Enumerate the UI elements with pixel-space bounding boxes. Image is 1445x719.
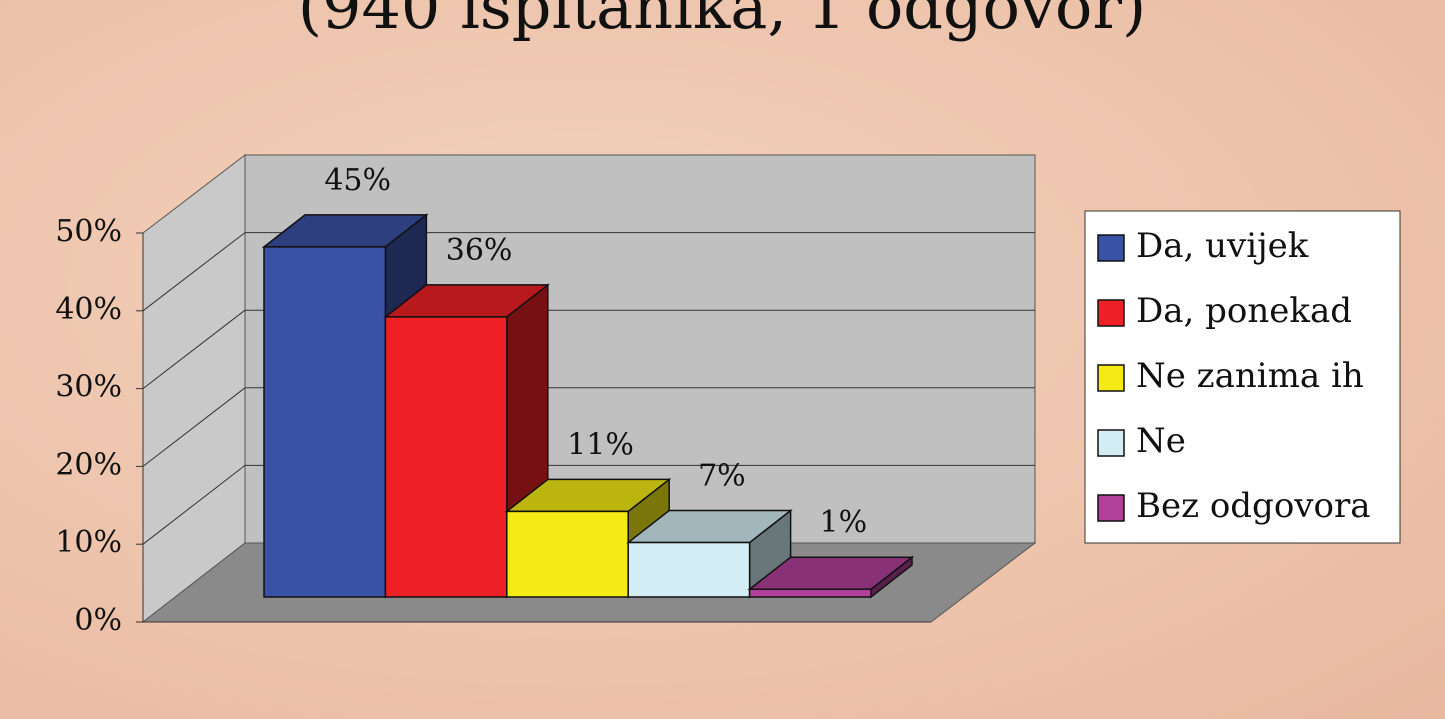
grid-line — [142, 465, 246, 545]
legend-label: Da, ponekad — [1136, 291, 1352, 331]
y-tick-label: 0% — [74, 603, 122, 638]
grid-line — [142, 232, 246, 312]
legend — [1084, 210, 1401, 544]
legend-swatch — [1097, 429, 1125, 457]
value-label: 1% — [820, 505, 868, 540]
legend-swatch — [1097, 299, 1125, 327]
legend-swatch — [1097, 494, 1125, 522]
chart-title: (940 ispitanika, 1 odgovor) — [298, 0, 1146, 43]
y-tick-label: 10% — [55, 525, 122, 560]
legend-label: Da, uvijek — [1136, 226, 1309, 266]
bar — [747, 555, 915, 599]
y-tick-label: 50% — [55, 214, 122, 249]
value-label: 45% — [324, 163, 391, 198]
value-label: 36% — [446, 233, 513, 268]
value-label: 7% — [698, 459, 746, 494]
legend-label: Ne zanima ih — [1136, 356, 1364, 396]
bar-front — [748, 588, 872, 598]
y-tick-label: 20% — [55, 447, 122, 482]
bar-front — [263, 246, 387, 598]
left-wall — [142, 153, 246, 624]
bar-front — [384, 316, 508, 598]
legend-label: Bez odgovora — [1136, 486, 1371, 526]
y-tick-label: 40% — [55, 292, 122, 327]
y-tick-label: 30% — [55, 370, 122, 405]
legend-swatch — [1097, 364, 1125, 392]
legend-swatch — [1097, 234, 1125, 262]
bar — [626, 509, 793, 599]
bar — [504, 477, 672, 599]
bar-front — [627, 541, 751, 598]
bar-front — [506, 510, 629, 598]
legend-label: Ne — [1136, 421, 1186, 461]
grid-line — [142, 309, 246, 389]
grid-line — [142, 387, 246, 467]
value-label: 11% — [567, 427, 634, 462]
